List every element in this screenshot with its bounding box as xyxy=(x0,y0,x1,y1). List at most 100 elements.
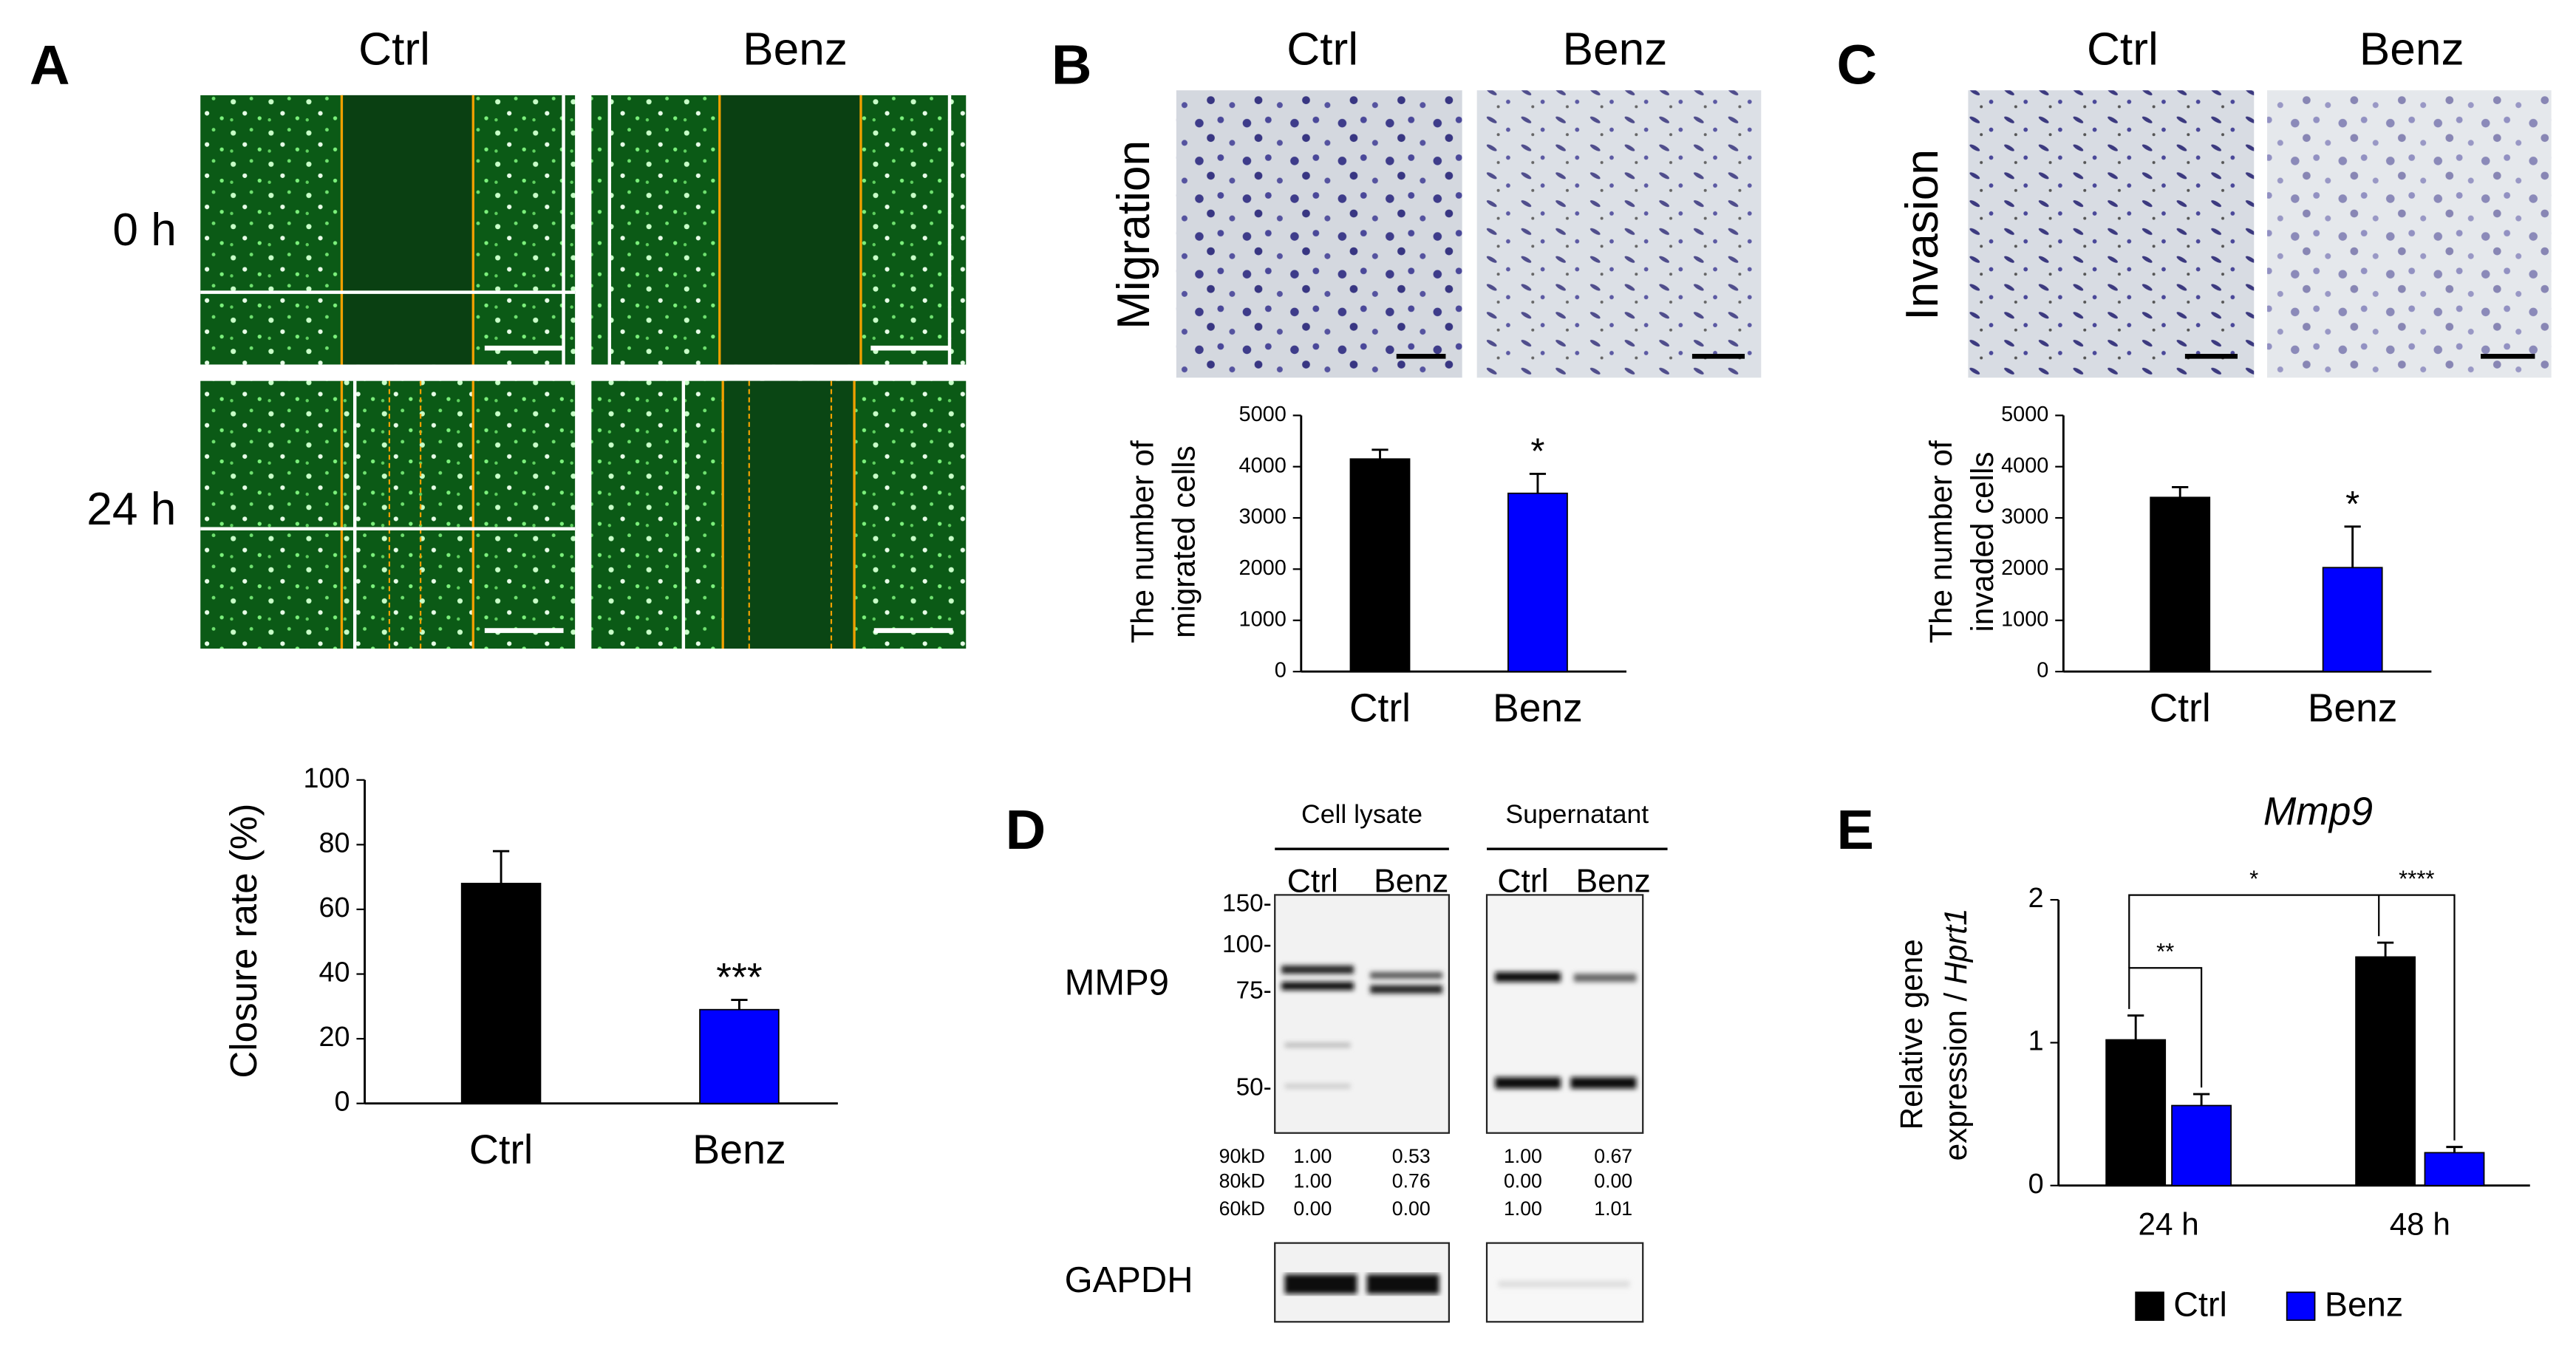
group-label: Cell lysate xyxy=(1301,799,1422,829)
chart-title: Mmp9 xyxy=(2263,790,2373,834)
y-axis-label: invaded cells xyxy=(1965,451,2000,632)
bar xyxy=(2424,1152,2485,1186)
y-tick-label: 2000 xyxy=(2001,556,2048,580)
column-label: Benz xyxy=(743,24,848,75)
bar xyxy=(2322,567,2383,672)
lane-label: Benz xyxy=(1374,864,1448,900)
y-tick-label: 0 xyxy=(335,1087,350,1118)
lane-label: Ctrl xyxy=(1497,864,1548,900)
quant-value: 0.67 xyxy=(1594,1145,1632,1167)
bar xyxy=(1507,492,1568,672)
column-label: Benz xyxy=(1562,24,1667,75)
significance: *** xyxy=(716,956,762,1000)
protein-label: MMP9 xyxy=(1065,963,1169,1003)
y-axis-label: The number of xyxy=(1924,440,1958,643)
quant-value: 1.00 xyxy=(1504,1197,1542,1220)
panel-letter: C xyxy=(1837,34,1878,96)
quant-value: 1.00 xyxy=(1293,1169,1332,1192)
row-label: 24 h xyxy=(86,484,176,535)
scratch-images: Ctrl Benz 0 h 24 h xyxy=(86,24,967,649)
quant-value: 0.00 xyxy=(1392,1197,1431,1220)
bar xyxy=(699,1008,780,1104)
bar xyxy=(1349,458,1411,672)
lane-label: Benz xyxy=(1576,864,1651,900)
significance-bracket xyxy=(2128,894,2379,968)
row-label: 0 h xyxy=(112,205,177,256)
x-tick-label: Ctrl xyxy=(2150,687,2211,731)
quant-value: 1.00 xyxy=(1293,1145,1332,1167)
y-tick-label: 5000 xyxy=(2001,403,2048,426)
panel-letter: B xyxy=(1052,34,1092,96)
panel-letter: A xyxy=(30,34,70,96)
marker-label: 75- xyxy=(1236,977,1272,1004)
bar xyxy=(2150,496,2211,672)
y-tick-label: 4000 xyxy=(1239,454,1287,477)
y-tick-label: 5000 xyxy=(1239,403,1287,426)
column-label: Ctrl xyxy=(358,24,430,75)
bar xyxy=(2355,956,2416,1186)
marker-label: 150- xyxy=(1222,890,1272,918)
x-tick-label: Ctrl xyxy=(1349,687,1411,731)
x-tick-label: 48 h xyxy=(2390,1207,2450,1242)
x-tick-label: Benz xyxy=(2308,687,2398,731)
y-tick-label: 0 xyxy=(1275,659,1287,683)
quant-value: 0.76 xyxy=(1392,1169,1431,1192)
y-tick-label: 0 xyxy=(2037,659,2048,683)
x-tick-label: Benz xyxy=(1493,687,1583,731)
marker-label: 100- xyxy=(1222,931,1272,958)
row-label: Migration xyxy=(1108,140,1159,329)
x-tick-label: Benz xyxy=(692,1127,786,1172)
y-tick-label: 20 xyxy=(319,1022,350,1053)
y-tick-label: 3000 xyxy=(2001,505,2048,529)
bar xyxy=(2105,1039,2167,1186)
y-tick-label: 1 xyxy=(2028,1025,2044,1056)
significance-bracket xyxy=(2378,894,2456,1141)
error-bar xyxy=(2172,486,2189,498)
legend-label: Benz xyxy=(2325,1285,2403,1324)
group-label: Supernatant xyxy=(1505,799,1649,829)
y-tick-label: 1000 xyxy=(1239,607,1287,631)
legend-swatch xyxy=(2135,1291,2164,1321)
legend-swatch xyxy=(2286,1291,2316,1321)
lane-label: Ctrl xyxy=(1287,864,1338,900)
column-label: Benz xyxy=(2359,24,2464,75)
y-axis-label: expression / Hprt1 xyxy=(1938,908,1973,1161)
y-axis-label: migrated cells xyxy=(1166,445,1201,638)
y-tick-label: 2000 xyxy=(1239,556,1287,580)
y-axis-label-part: expression / xyxy=(1938,992,1973,1161)
column-label: Ctrl xyxy=(2087,24,2158,75)
quant-value: 0.00 xyxy=(1293,1197,1332,1220)
transwell-images: Ctrl Benz Migration Ctrl Benz Invasion xyxy=(1108,24,2552,378)
quant-value: 1.00 xyxy=(1504,1145,1542,1167)
significance-bracket xyxy=(2128,967,2203,1088)
quant-value: 0.00 xyxy=(1594,1169,1632,1192)
x-tick-label: Ctrl xyxy=(469,1127,533,1172)
panel-letter: D xyxy=(1006,799,1046,861)
quant-value: 1.01 xyxy=(1594,1197,1632,1220)
y-axis-label: Relative gene xyxy=(1894,939,1929,1130)
y-tick-label: 2 xyxy=(2028,883,2044,914)
column-label: Ctrl xyxy=(1287,24,1358,75)
bar xyxy=(2171,1104,2232,1186)
x-tick-label: 24 h xyxy=(2139,1207,2199,1242)
y-axis-label: Closure rate (%) xyxy=(222,804,265,1079)
y-tick-label: 60 xyxy=(319,892,350,923)
quant-label: 90kD xyxy=(1219,1145,1265,1167)
error-bar xyxy=(2446,1146,2463,1153)
error-bar xyxy=(2376,941,2394,957)
significance: **** xyxy=(2399,866,2434,892)
y-tick-label: 80 xyxy=(319,827,350,858)
significance: ** xyxy=(2156,938,2174,964)
y-axis-label: The number of xyxy=(1125,440,1160,643)
error-bar xyxy=(2127,1014,2144,1040)
error-bar xyxy=(2192,1093,2210,1106)
quant-label: 80kD xyxy=(1219,1169,1265,1192)
significance: * xyxy=(2249,866,2258,892)
significance: * xyxy=(2345,485,2359,524)
error-bar xyxy=(731,999,748,1010)
y-axis-label-part: Hprt1 xyxy=(1938,908,1973,984)
western-blot: Cell lysate Supernatant Ctrl Benz Ctrl B… xyxy=(1065,799,1668,1323)
y-tick-label: 100 xyxy=(303,763,350,794)
